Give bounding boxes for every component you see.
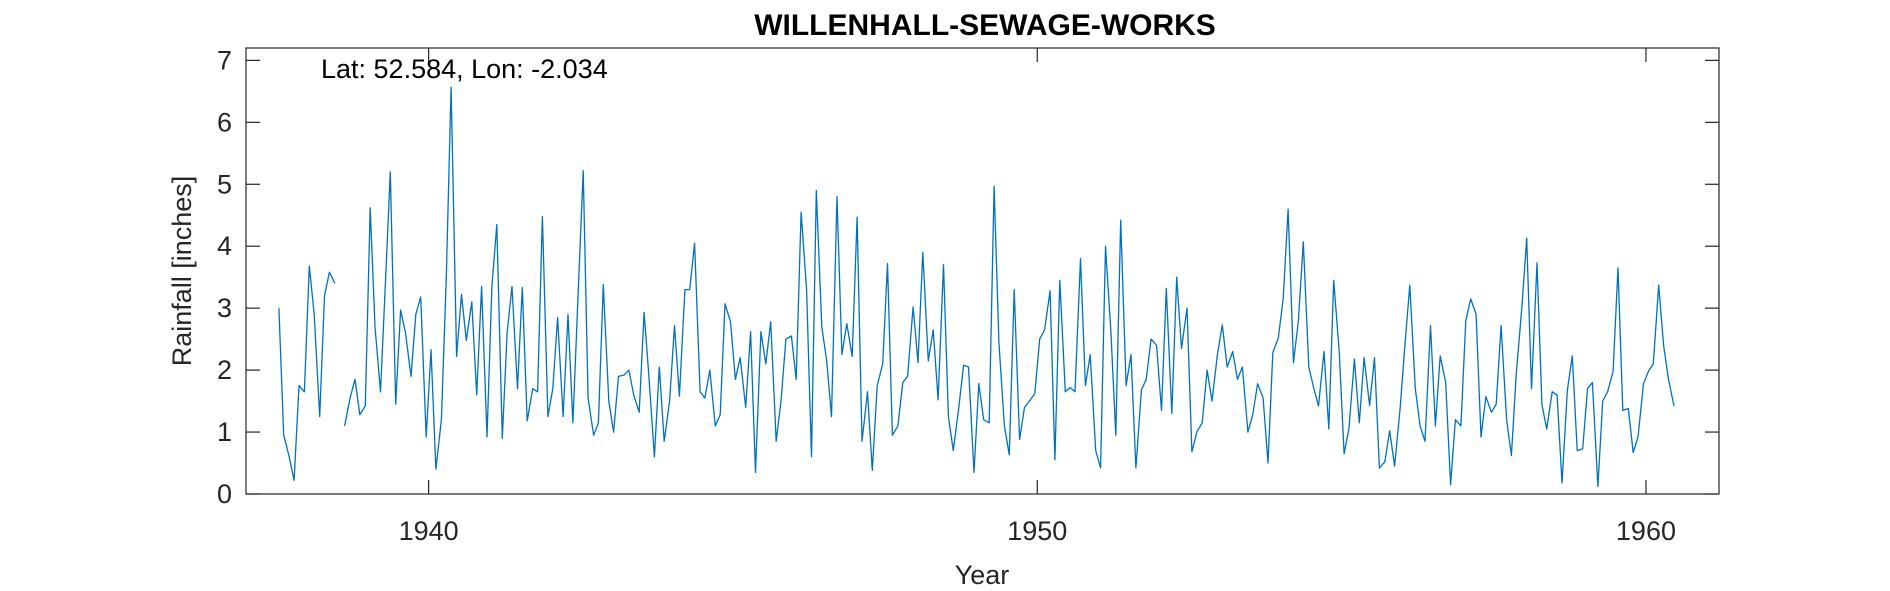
x-tick-label: 1940 (399, 516, 459, 546)
location-annotation: Lat: 52.584, Lon: -2.034 (321, 54, 608, 84)
y-tick-label: 7 (217, 45, 232, 75)
x-tick-label: 1960 (1616, 516, 1676, 546)
x-axis: 1940 1950 1960 (399, 48, 1676, 546)
y-tick-label: 6 (217, 107, 232, 137)
y-tick-label: 4 (217, 231, 232, 261)
y-tick-label: 2 (217, 355, 232, 385)
plot-area (245, 47, 1720, 495)
y-tick-label: 1 (217, 417, 232, 447)
rainfall-series-line (278, 86, 1675, 488)
y-tick-label: 5 (217, 169, 232, 199)
x-axis-label: Year (955, 560, 1010, 590)
y-tick-label: 0 (217, 479, 232, 509)
chart-title: WILLENHALL-SEWAGE-WORKS (754, 9, 1216, 42)
y-axis: 0 1 2 3 4 5 6 7 (217, 45, 1719, 509)
y-tick-label: 3 (217, 293, 232, 323)
x-tick-label: 1950 (1007, 516, 1067, 546)
y-axis-label: Rainfall [inches] (167, 176, 197, 367)
